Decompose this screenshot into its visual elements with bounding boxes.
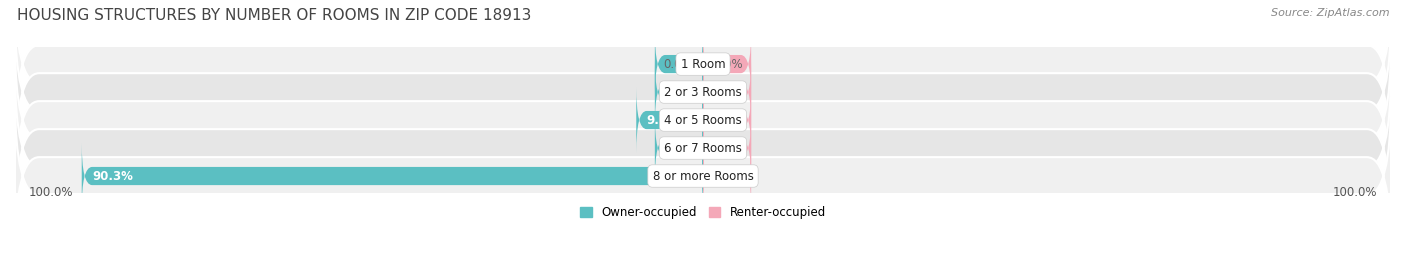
FancyBboxPatch shape <box>82 143 703 209</box>
Text: 90.3%: 90.3% <box>91 169 134 183</box>
Text: 0.0%: 0.0% <box>713 169 742 183</box>
Text: 8 or more Rooms: 8 or more Rooms <box>652 169 754 183</box>
Text: 100.0%: 100.0% <box>1333 186 1378 199</box>
Text: 1 Room: 1 Room <box>681 58 725 70</box>
FancyBboxPatch shape <box>15 13 1391 171</box>
FancyBboxPatch shape <box>703 59 751 125</box>
FancyBboxPatch shape <box>703 143 751 209</box>
Legend: Owner-occupied, Renter-occupied: Owner-occupied, Renter-occupied <box>579 206 827 219</box>
Text: 2 or 3 Rooms: 2 or 3 Rooms <box>664 86 742 98</box>
Text: 0.0%: 0.0% <box>664 141 693 154</box>
FancyBboxPatch shape <box>637 87 703 153</box>
FancyBboxPatch shape <box>655 31 703 97</box>
Text: 0.0%: 0.0% <box>713 86 742 98</box>
FancyBboxPatch shape <box>15 69 1391 227</box>
FancyBboxPatch shape <box>15 97 1391 255</box>
FancyBboxPatch shape <box>703 87 751 153</box>
Text: 0.0%: 0.0% <box>664 86 693 98</box>
FancyBboxPatch shape <box>703 115 751 181</box>
FancyBboxPatch shape <box>15 41 1391 199</box>
Text: 6 or 7 Rooms: 6 or 7 Rooms <box>664 141 742 154</box>
Text: Source: ZipAtlas.com: Source: ZipAtlas.com <box>1271 8 1389 18</box>
Text: 4 or 5 Rooms: 4 or 5 Rooms <box>664 114 742 126</box>
Text: 0.0%: 0.0% <box>713 141 742 154</box>
Text: HOUSING STRUCTURES BY NUMBER OF ROOMS IN ZIP CODE 18913: HOUSING STRUCTURES BY NUMBER OF ROOMS IN… <box>17 8 531 23</box>
Text: 100.0%: 100.0% <box>28 186 73 199</box>
Text: 0.0%: 0.0% <box>713 58 742 70</box>
FancyBboxPatch shape <box>655 59 703 125</box>
FancyBboxPatch shape <box>703 31 751 97</box>
FancyBboxPatch shape <box>15 0 1391 143</box>
Text: 9.7%: 9.7% <box>647 114 679 126</box>
FancyBboxPatch shape <box>655 115 703 181</box>
Text: 0.0%: 0.0% <box>664 58 693 70</box>
Text: 0.0%: 0.0% <box>713 114 742 126</box>
